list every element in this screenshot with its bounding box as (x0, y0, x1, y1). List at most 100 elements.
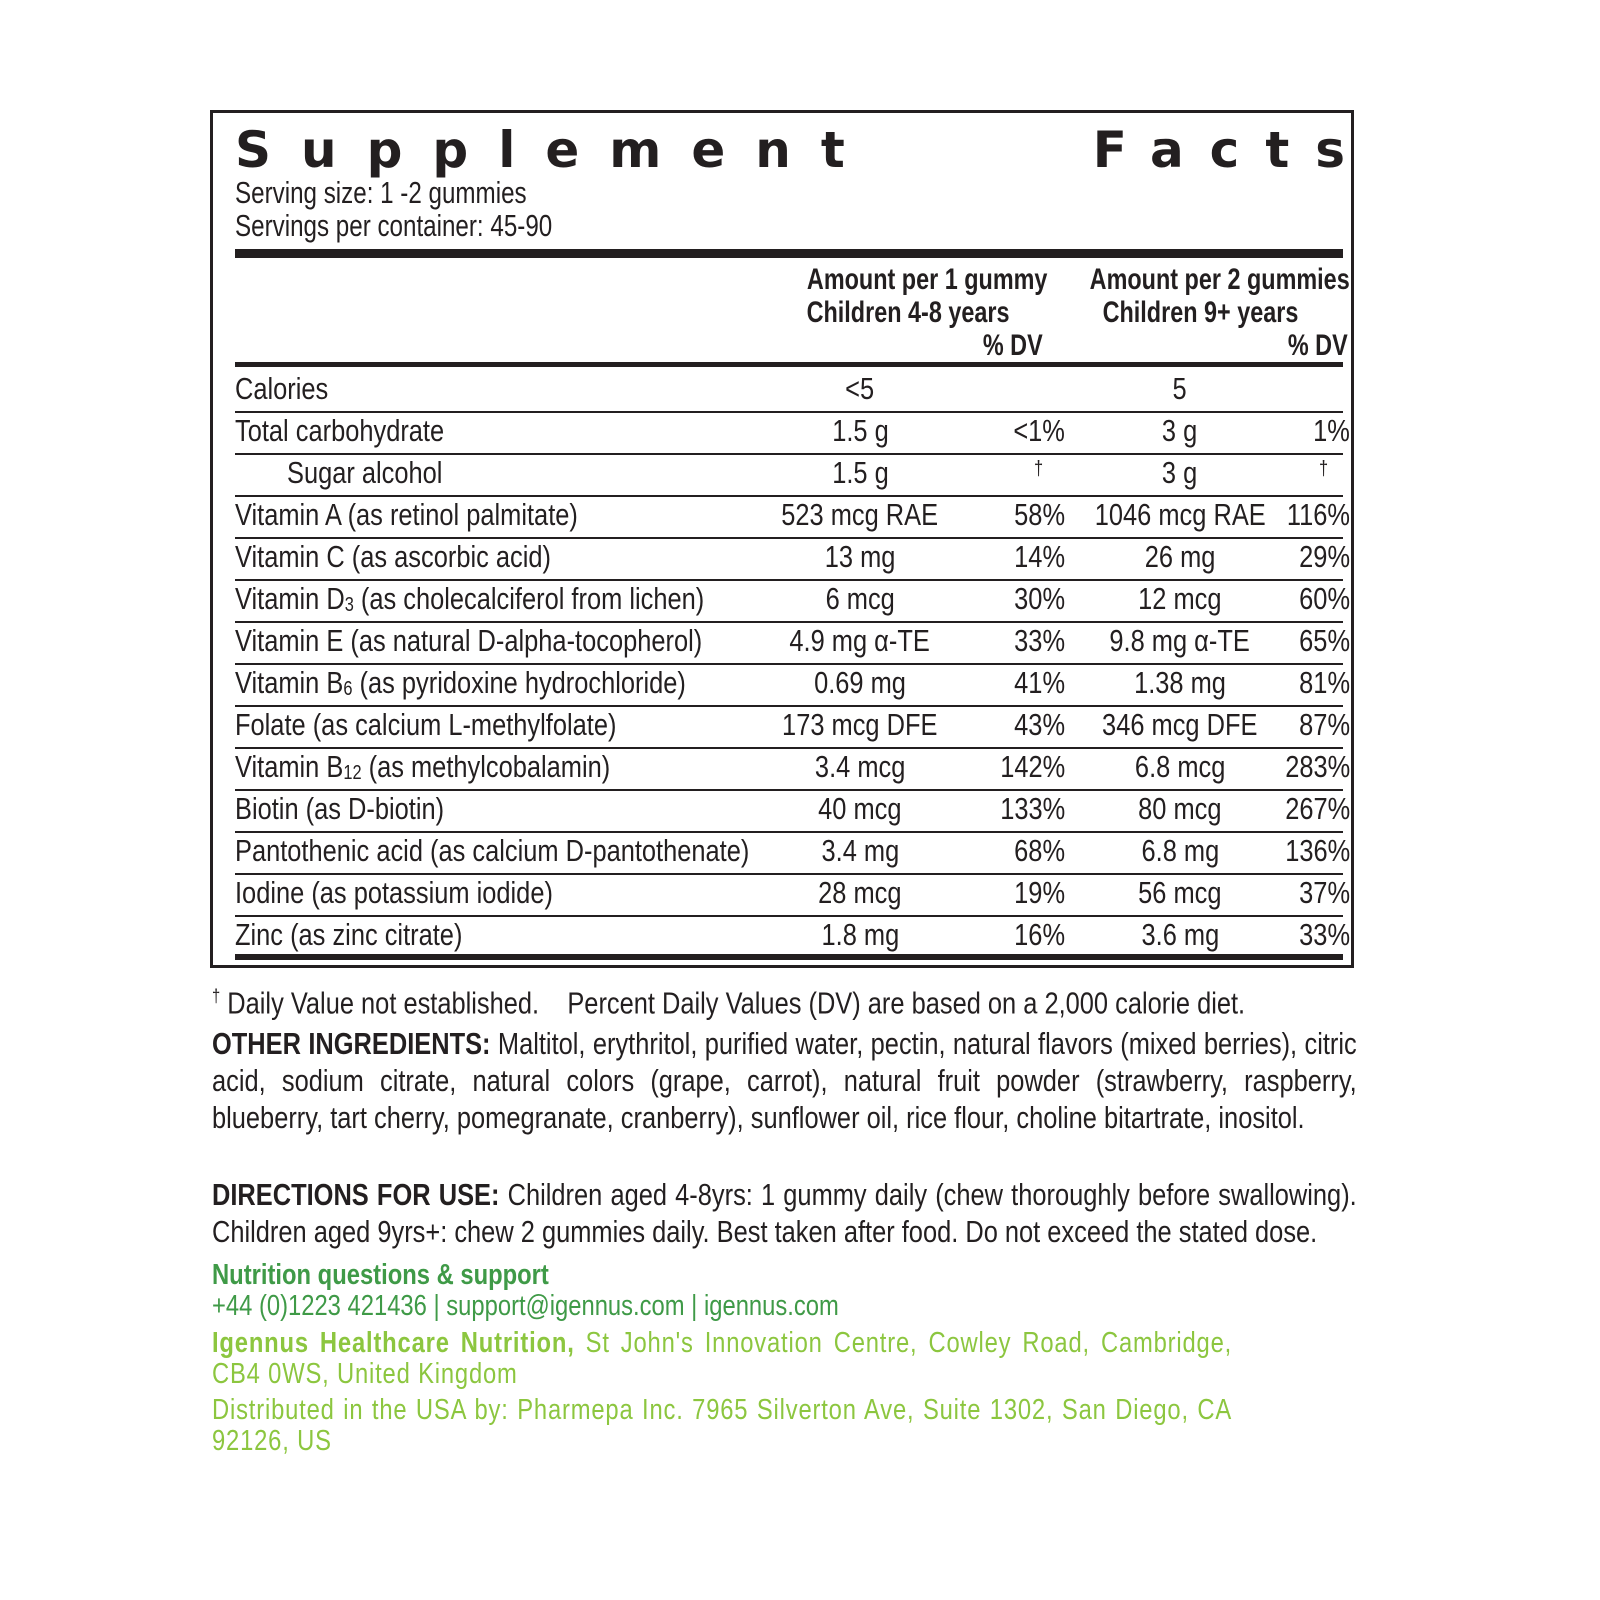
amount-1-gummy: 13 mg (824, 539, 896, 574)
amount-1-gummy: 6 mcg (825, 581, 895, 616)
amount-1-gummy: 3.4 mg (821, 833, 899, 868)
amount-2-gummies: 3.6 mg (1141, 917, 1219, 952)
dv-1-gummy: 133% (999, 791, 1065, 826)
amount-1-gummy: <5 (845, 371, 875, 406)
dv-1-gummy (970, 371, 1065, 407)
footnote: † Daily Value not established. Percent D… (212, 985, 1246, 1021)
dv-2-gummies: 29% (1299, 539, 1350, 574)
dv-1-gummy: <1% (1013, 413, 1065, 448)
nutrient-row: Biotin (as D-biotin) 40 mcg 133% 80 mcg … (235, 789, 1350, 833)
dv-2-gummies: 60% (1299, 581, 1350, 616)
amount-2-gummies: 346 mcg DFE (1102, 707, 1258, 742)
nutrient-row: Vitamin D3 (as cholecalciferol from lich… (235, 579, 1350, 623)
nutrient-name: Vitamin B12 (as methylcobalamin) (235, 749, 611, 784)
amount-2-gummies: 12 mcg (1138, 581, 1222, 616)
dv-2-gummies: 1% (1313, 413, 1350, 448)
nutrient-name: Biotin (as D-biotin) (235, 791, 445, 826)
dv-2-gummies: 37% (1299, 875, 1350, 910)
amount-2-gummies: 6.8 mcg (1134, 749, 1226, 784)
nutrient-row: Pantothenic acid (as calcium D-pantothen… (235, 831, 1350, 875)
amount-2-gummies: 1.38 mg (1134, 665, 1226, 700)
amount-2-gummies: 26 mg (1144, 539, 1216, 574)
amount-1-gummy: 1.5 g (831, 413, 889, 448)
title-word: Facts (1092, 121, 1371, 179)
supplement-facts-panel: Supplement Facts Serving size: 1 -2 gummi… (210, 110, 1354, 968)
nutrient-name: Zinc (as zinc citrate) (235, 917, 463, 952)
dv-1-gummy: 30% (1014, 581, 1065, 616)
panel-title: Supplement Facts (235, 121, 1345, 179)
dv-1-gummy: 58% (1014, 497, 1065, 532)
amount-1-gummy: 1.5 g (831, 455, 889, 490)
directions: DIRECTIONS FOR USE: Children aged 4-8yrs… (212, 1177, 1357, 1249)
dv-1-gummy: 16% (1014, 917, 1065, 952)
nutrient-row: Vitamin B6 (as pyridoxine hydrochloride)… (235, 663, 1350, 707)
dv-2-gummies: 87% (1299, 707, 1350, 742)
nutrient-name: Sugar alcohol (287, 455, 443, 490)
nutrient-name: Vitamin A (as retinol palmitate) (235, 497, 578, 532)
dv-1-gummy: 142% (999, 749, 1065, 784)
dv-1-gummy: 41% (1014, 665, 1065, 700)
column-header-1: Amount per 1 gummy Children 4-8 years % … (806, 263, 1048, 362)
bottom-divider (235, 954, 1343, 960)
dv-1-gummy: 43% (1014, 707, 1065, 742)
website-link[interactable]: igennus.com (703, 1290, 839, 1322)
dv-2-gummies: 136% (1284, 833, 1350, 868)
nutrient-row: Vitamin A (as retinol palmitate) 523 mcg… (235, 495, 1350, 539)
amount-2-gummies: 1046 mcg RAE (1094, 497, 1266, 532)
amount-1-gummy: 3.4 mcg (814, 749, 906, 784)
company-address: Igennus Healthcare Nutrition, St John's … (212, 1327, 1233, 1390)
nutrient-row: Vitamin E (as natural D-alpha-tocopherol… (235, 621, 1350, 665)
dv-2-gummies: 267% (1284, 791, 1350, 826)
amount-1-gummy: 28 mcg (818, 875, 902, 910)
dv-1-gummy: 33% (1014, 623, 1065, 658)
thick-divider (235, 249, 1343, 258)
dv-1-gummy: † (1033, 458, 1043, 480)
nutrient-row: Vitamin B12 (as methylcobalamin) 3.4 mcg… (235, 747, 1350, 791)
amount-2-gummies: 3 g (1162, 413, 1198, 448)
column-header-2: Amount per 2 gummies Children 9+ years %… (1089, 263, 1350, 362)
nutrient-row: Iodine (as potassium iodide) 28 mcg 19% … (235, 873, 1350, 917)
distributor: Distributed in the USA by: Pharmepa Inc.… (212, 1394, 1233, 1457)
dv-2-gummies: 283% (1284, 749, 1350, 784)
header-divider (235, 362, 1343, 367)
nutrient-name: Total carbohydrate (235, 413, 445, 448)
amount-1-gummy: 4.9 mg α-TE (789, 623, 931, 658)
support-info: Nutrition questions & support +44 (0)122… (212, 1259, 839, 1322)
title-word: Supplement (235, 121, 875, 179)
nutrient-row: Calories <5 5 (235, 369, 1343, 413)
dv-2-gummies: 116% (1286, 497, 1350, 532)
amount-1-gummy: 0.69 mg (814, 665, 906, 700)
dv-2-gummies (1255, 371, 1350, 407)
amount-2-gummies: 5 (1172, 371, 1188, 406)
nutrient-name: Iodine (as potassium iodide) (235, 875, 553, 910)
servings-per-container: Servings per container: 45-90 (235, 208, 553, 243)
nutrient-row: Zinc (as zinc citrate) 1.8 mg 16% 3.6 mg… (235, 915, 1350, 959)
nutrient-name: Calories (235, 371, 329, 406)
amount-1-gummy: 1.8 mg (821, 917, 899, 952)
nutrient-name: Folate (as calcium L-methylfolate) (235, 707, 617, 742)
amount-2-gummies: 56 mcg (1138, 875, 1222, 910)
nutrient-name: Pantothenic acid (as calcium D-pantothen… (235, 833, 750, 868)
dv-2-gummies: 33% (1299, 917, 1350, 952)
amount-2-gummies: 9.8 mg α-TE (1109, 623, 1251, 658)
amount-2-gummies: 6.8 mg (1141, 833, 1219, 868)
support-email-link[interactable]: support@igennus.com (446, 1290, 685, 1322)
dv-1-gummy: 14% (1014, 539, 1065, 574)
nutrient-row: Folate (as calcium L-methylfolate) 173 m… (235, 705, 1350, 749)
nutrient-name: Vitamin C (as ascorbic acid) (235, 539, 551, 574)
nutrient-row: Total carbohydrate 1.5 g <1% 3 g 1% (235, 411, 1350, 455)
serving-size: Serving size: 1 -2 gummies (235, 175, 527, 210)
other-ingredients: OTHER INGREDIENTS: Maltitol, erythritol,… (212, 1026, 1357, 1135)
dv-2-gummies: 81% (1299, 665, 1350, 700)
amount-1-gummy: 40 mcg (818, 791, 902, 826)
amount-2-gummies: 3 g (1162, 455, 1198, 490)
nutrient-row: Vitamin C (as ascorbic acid) 13 mg 14% 2… (235, 537, 1350, 581)
amount-1-gummy: 523 mcg RAE (781, 497, 939, 532)
dv-2-gummies: † (1318, 458, 1328, 480)
dv-1-gummy: 68% (1014, 833, 1065, 868)
dv-1-gummy: 19% (1014, 875, 1065, 910)
nutrient-name: Vitamin D3 (as cholecalciferol from lich… (235, 581, 705, 616)
dv-2-gummies: 65% (1299, 623, 1350, 658)
amount-2-gummies: 80 mcg (1138, 791, 1222, 826)
nutrient-name: Vitamin B6 (as pyridoxine hydrochloride) (235, 665, 686, 700)
